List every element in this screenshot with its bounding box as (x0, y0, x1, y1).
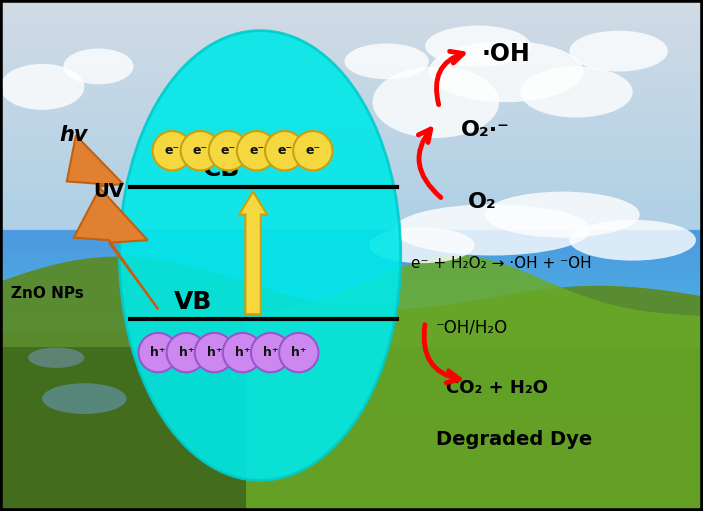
Text: Degraded Dye: Degraded Dye (436, 430, 592, 449)
Ellipse shape (209, 131, 248, 171)
Ellipse shape (569, 220, 696, 261)
FancyBboxPatch shape (0, 347, 703, 511)
Ellipse shape (28, 347, 84, 368)
Ellipse shape (279, 333, 318, 373)
Ellipse shape (569, 31, 668, 72)
Text: ZnO NPs: ZnO NPs (11, 286, 83, 301)
Text: e⁻: e⁻ (165, 144, 180, 157)
Ellipse shape (167, 333, 206, 373)
Ellipse shape (120, 31, 401, 480)
Ellipse shape (344, 43, 429, 79)
Ellipse shape (223, 333, 262, 373)
Ellipse shape (369, 227, 475, 263)
Ellipse shape (63, 49, 134, 84)
Ellipse shape (42, 383, 127, 414)
Ellipse shape (429, 41, 583, 102)
Ellipse shape (520, 66, 633, 118)
Text: ⁻OH/H₂O: ⁻OH/H₂O (436, 318, 508, 336)
Text: h⁺: h⁺ (263, 346, 278, 359)
Ellipse shape (153, 131, 192, 171)
Ellipse shape (138, 333, 178, 373)
Text: UV: UV (93, 182, 124, 201)
Text: h⁺: h⁺ (179, 346, 194, 359)
Text: O₂·⁻: O₂·⁻ (460, 120, 510, 141)
Text: ·OH: ·OH (482, 42, 530, 65)
Ellipse shape (485, 192, 640, 238)
PathPatch shape (246, 256, 703, 511)
Text: h⁺: h⁺ (235, 346, 250, 359)
Ellipse shape (425, 26, 531, 66)
Text: e⁻: e⁻ (249, 144, 264, 157)
Ellipse shape (293, 131, 333, 171)
Text: h⁺: h⁺ (207, 346, 222, 359)
PathPatch shape (0, 257, 703, 511)
Ellipse shape (394, 204, 591, 256)
Ellipse shape (251, 333, 290, 373)
Ellipse shape (0, 64, 84, 110)
Text: VB: VB (174, 290, 212, 314)
Ellipse shape (373, 66, 499, 138)
Ellipse shape (237, 131, 276, 171)
Text: e⁻: e⁻ (221, 144, 236, 157)
Ellipse shape (195, 333, 234, 373)
Text: e⁻: e⁻ (305, 144, 321, 157)
Ellipse shape (265, 131, 304, 171)
Text: e⁻: e⁻ (193, 144, 208, 157)
Text: CO₂ + H₂O: CO₂ + H₂O (446, 379, 548, 398)
Polygon shape (67, 135, 158, 309)
Text: h⁺: h⁺ (291, 346, 307, 359)
Text: e⁻ + H₂O₂ → ·OH + ⁻OH: e⁻ + H₂O₂ → ·OH + ⁻OH (411, 256, 592, 271)
Text: O₂: O₂ (467, 192, 496, 212)
Text: e⁻: e⁻ (277, 144, 292, 157)
Text: h⁺: h⁺ (150, 346, 166, 359)
FancyArrow shape (239, 192, 267, 314)
Ellipse shape (181, 131, 220, 171)
Text: hv: hv (60, 125, 89, 146)
Text: CB: CB (202, 157, 240, 181)
